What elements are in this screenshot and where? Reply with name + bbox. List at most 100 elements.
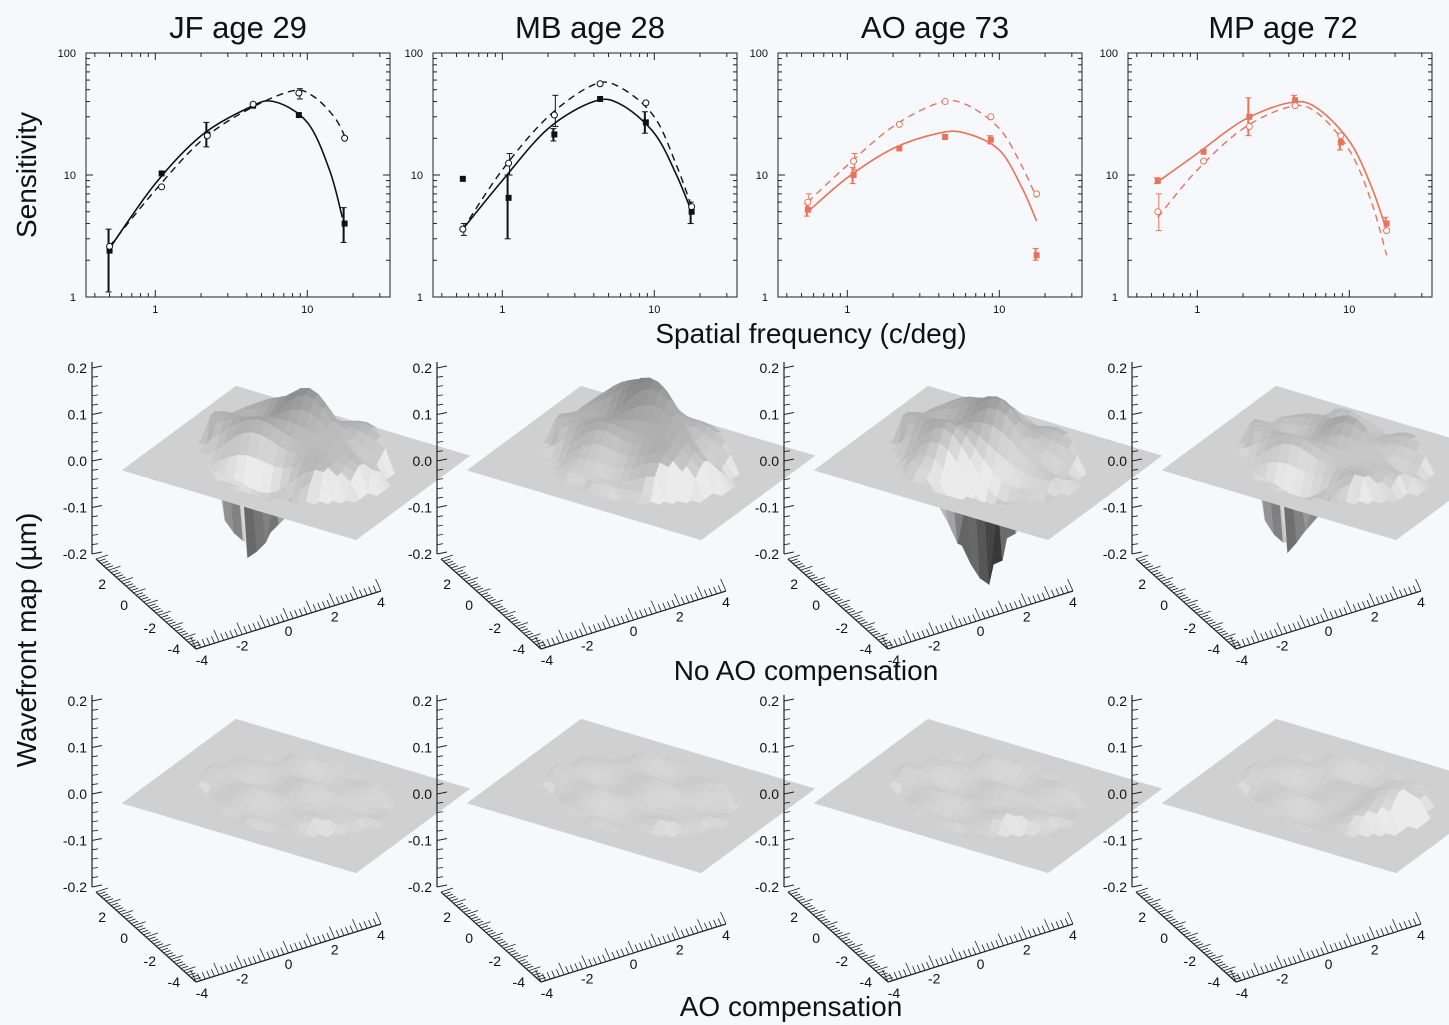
z-minor-tick <box>436 543 444 546</box>
y-tick-label: 2 <box>98 909 106 925</box>
x-axis-tick <box>236 622 243 635</box>
data-point-open <box>459 225 467 233</box>
x-axis-tick <box>197 640 201 648</box>
z-major-tick <box>436 365 448 369</box>
data-point-filled <box>106 247 113 254</box>
data-point-open <box>550 111 558 119</box>
y-axis-tick <box>123 581 131 585</box>
x-tick-label: 2 <box>331 609 339 625</box>
y-axis-tick <box>443 558 451 562</box>
x-tick-label: 10 <box>993 304 1005 316</box>
x-axis-tick <box>266 618 271 626</box>
z-tick-label: 0.1 <box>68 740 88 756</box>
data-point-filled <box>551 131 558 138</box>
panel-title-1: JF age 29 <box>169 10 307 45</box>
y-tick-label: 100 <box>58 48 76 60</box>
y-axis-tick <box>165 619 174 623</box>
x-axis-tick <box>312 604 317 612</box>
data-point-open <box>804 198 812 206</box>
z-minor-tick <box>436 394 444 397</box>
series-dashed <box>1154 102 1391 256</box>
y-tick-label: 100 <box>1100 48 1118 60</box>
y-axis-tick <box>108 565 121 571</box>
y-axis-tick <box>155 610 164 614</box>
x-tick-label: 2 <box>331 942 339 958</box>
z-tick-label: -0.2 <box>755 546 779 562</box>
data-point-filled <box>341 220 348 227</box>
x-axis-tick <box>352 586 359 599</box>
x-tick-label: -4 <box>888 652 901 668</box>
y-axis-tick <box>150 605 159 609</box>
x-tick-label: 0 <box>630 623 638 639</box>
surface-patch <box>346 533 362 541</box>
fit-curve-dashed <box>1157 104 1388 256</box>
x-tick-label: 10 <box>648 304 660 316</box>
y-axis-tick <box>455 569 464 573</box>
y-tick-label: 1 <box>762 292 768 304</box>
x-axis-tick <box>326 599 331 608</box>
y-axis-tick <box>463 576 471 580</box>
y-tick-label: -4 <box>168 641 181 657</box>
z-minor-tick <box>436 441 444 443</box>
data-point-filled <box>896 145 903 152</box>
data-point-filled <box>688 208 695 215</box>
y-axis-tick <box>103 563 111 567</box>
z-tick-label: 0.1 <box>68 407 88 423</box>
x-axis-tick <box>259 615 266 628</box>
x-axis-tick <box>206 637 211 645</box>
x-axis-tick <box>345 593 349 602</box>
y-axis-tick <box>135 592 144 596</box>
y-tick-label: -4 <box>168 974 181 990</box>
y-tick-label: 0 <box>812 597 820 613</box>
x-axis-tick <box>298 608 303 616</box>
y-axis-tick <box>145 599 159 605</box>
y-axis-tick <box>125 583 134 587</box>
surface-mesh <box>121 385 471 559</box>
y-tick-label: 100 <box>405 48 423 60</box>
y-axis-tick <box>453 565 466 571</box>
x-axis-tick <box>317 602 322 611</box>
data-point-open <box>203 132 211 140</box>
y-axis-tick <box>118 576 126 580</box>
x-tick-label: -4 <box>196 652 209 668</box>
z-minor-tick <box>91 496 99 499</box>
data-point-open <box>295 89 303 97</box>
x-tick-label: 4 <box>722 594 730 610</box>
z-tick-label: -0.2 <box>1103 546 1127 562</box>
data-point-open <box>505 159 513 167</box>
data-point-open <box>987 113 995 121</box>
data-point-filled <box>295 112 302 119</box>
data-point-open <box>1291 102 1299 110</box>
x-axis-tick <box>257 621 262 629</box>
data-point-filled <box>1154 177 1161 184</box>
data-point-filled <box>459 175 466 182</box>
y-tick-label: 0 <box>120 597 128 613</box>
panel-title-4: MP age 72 <box>1208 10 1357 45</box>
y-tick-label: -2 <box>144 620 157 636</box>
series-solid <box>803 130 1040 261</box>
x-axis-tick <box>349 592 354 600</box>
data-point-open <box>1245 122 1253 130</box>
x-tick-label: 1 <box>499 304 505 316</box>
y-tick-label: -2 <box>144 953 157 969</box>
y-axis-tick <box>110 569 119 573</box>
x-tick-label: 1 <box>844 304 850 316</box>
y-axis-tick <box>170 622 184 627</box>
y-tick-label: -2 <box>489 620 502 636</box>
z-minor-tick <box>91 543 99 546</box>
fit-curve-solid <box>108 100 344 249</box>
x-axis-tick <box>247 624 252 632</box>
x-tick-label: 10 <box>301 304 313 316</box>
y-axis-tick <box>460 574 469 578</box>
x-tick-label: -2 <box>236 638 249 654</box>
x-axis-tick <box>340 595 345 603</box>
x-tick-label: 0 <box>285 956 293 972</box>
z-tick-label: -0.2 <box>408 546 432 562</box>
z-minor-tick <box>91 468 99 471</box>
data-point-open <box>596 80 604 88</box>
z-tick-label: -0.2 <box>63 546 87 562</box>
y-axis-tick <box>153 608 161 612</box>
z-major-tick <box>91 551 103 555</box>
data-point-filled <box>1033 252 1040 259</box>
